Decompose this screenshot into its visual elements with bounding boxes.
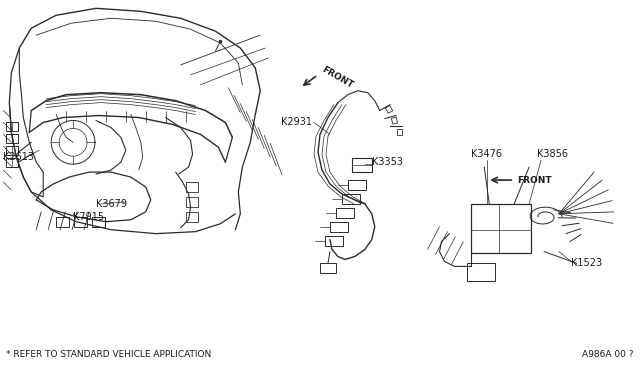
Bar [92, 217, 105, 227]
Bar [320, 263, 336, 273]
Bar [348, 180, 366, 190]
Text: K3476: K3476 [471, 149, 502, 159]
Bar [186, 197, 198, 207]
Bar [56, 217, 69, 227]
Text: K3353: K3353 [372, 157, 403, 167]
Text: FRONT: FRONT [517, 176, 552, 185]
Text: K3679: K3679 [96, 199, 127, 209]
Bar [6, 134, 19, 143]
Bar [330, 222, 348, 232]
Text: K3856: K3856 [537, 149, 568, 159]
Text: K1523: K1523 [571, 259, 602, 269]
Text: * REFER TO STANDARD VEHICLE APPLICATION: * REFER TO STANDARD VEHICLE APPLICATION [6, 350, 212, 359]
Text: K2613: K2613 [3, 152, 35, 162]
Bar [6, 158, 19, 167]
Bar [391, 117, 397, 124]
Bar [352, 158, 372, 172]
Bar [342, 194, 360, 204]
Bar [471, 204, 531, 253]
Text: K7915: K7915 [73, 212, 104, 222]
Bar [385, 106, 393, 113]
Bar [325, 235, 343, 246]
Text: K2931: K2931 [281, 118, 312, 128]
Bar [6, 146, 19, 155]
Text: A986A 00 ?: A986A 00 ? [582, 350, 634, 359]
Bar [397, 129, 402, 135]
Bar [467, 263, 495, 281]
Bar [186, 182, 198, 192]
Bar [186, 212, 198, 222]
Bar [6, 122, 19, 131]
Text: FRONT: FRONT [320, 65, 355, 90]
Bar [336, 208, 354, 218]
Bar [74, 217, 87, 227]
